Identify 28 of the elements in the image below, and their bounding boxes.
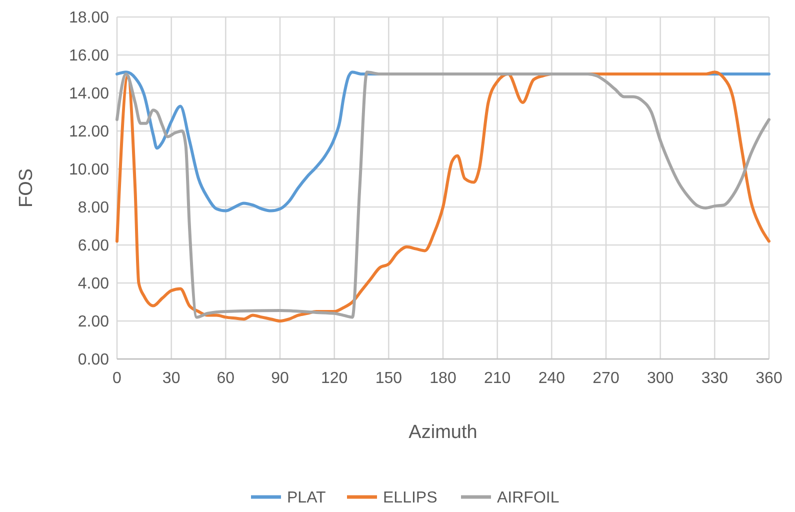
y-tick-label: 18.00 xyxy=(68,10,110,27)
x-axis-title: Azimuth xyxy=(408,422,478,443)
y-tick-label: 14.00 xyxy=(68,86,110,103)
x-tick-label: 120 xyxy=(320,370,348,387)
x-tick-label: 90 xyxy=(271,370,289,387)
legend-label: PLAT xyxy=(287,490,326,507)
x-tick-label: 360 xyxy=(756,370,782,387)
y-tick-label: 4.00 xyxy=(78,276,110,293)
y-tick-label: 8.00 xyxy=(78,200,110,217)
x-tick-label: 60 xyxy=(216,370,235,387)
y-axis-title: FOS xyxy=(16,168,37,208)
y-tick-label: 2.00 xyxy=(78,314,110,331)
x-tick-label: 30 xyxy=(162,370,180,387)
legend-label: AIRFOIL xyxy=(497,490,560,507)
x-tick-label: 210 xyxy=(484,370,511,387)
x-tick-label: 300 xyxy=(646,370,674,387)
x-tick-label: 150 xyxy=(375,370,402,387)
x-tick-label: 180 xyxy=(430,370,456,387)
x-tick-label: 270 xyxy=(592,370,620,387)
y-tick-label: 6.00 xyxy=(78,238,110,255)
x-tick-label: 330 xyxy=(701,370,728,387)
y-tick-label: 0.00 xyxy=(78,352,110,369)
y-tick-label: 10.00 xyxy=(68,162,110,179)
x-tick-label: 240 xyxy=(538,370,566,387)
y-tick-label: 16.00 xyxy=(68,48,110,65)
y-tick-label: 12.00 xyxy=(68,124,110,141)
x-tick-label: 0 xyxy=(112,370,122,387)
legend-label: ELLIPS xyxy=(383,490,438,507)
